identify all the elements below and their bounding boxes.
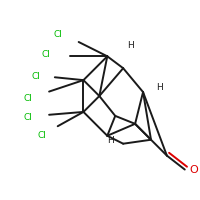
Text: O: O	[190, 165, 198, 175]
Text: H: H	[127, 41, 134, 50]
Text: H: H	[107, 136, 114, 145]
Text: Cl: Cl	[32, 72, 41, 81]
Text: H: H	[156, 83, 163, 92]
Text: Cl: Cl	[38, 131, 47, 140]
Text: Cl: Cl	[24, 113, 33, 122]
Text: Cl: Cl	[54, 30, 63, 39]
Text: Cl: Cl	[42, 50, 51, 59]
Text: Cl: Cl	[24, 94, 33, 103]
